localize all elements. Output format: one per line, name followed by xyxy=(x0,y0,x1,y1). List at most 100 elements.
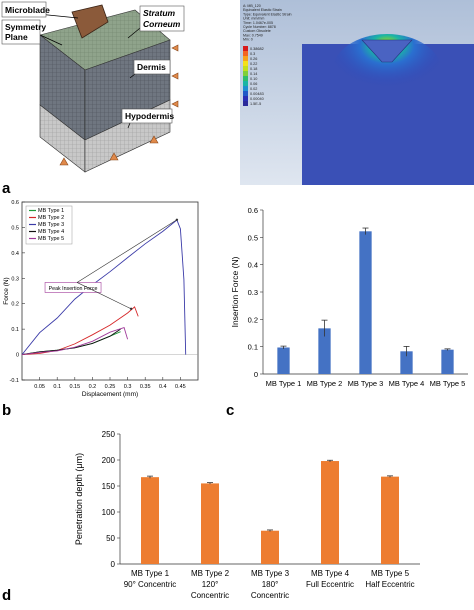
y-tick-label: 100 xyxy=(102,508,116,517)
panel-letter-a: a xyxy=(2,180,11,197)
category-label: 180° xyxy=(262,580,279,589)
x-tick-label: 0.05 xyxy=(34,384,45,390)
category-label: Full Eccentric xyxy=(306,580,354,589)
y-tick-label: 0.5 xyxy=(11,225,19,231)
y-tick-label: 150 xyxy=(102,482,116,491)
sim-legend-swatch xyxy=(243,81,248,86)
series-line xyxy=(21,306,139,356)
sim-legend-value: 0.06 xyxy=(250,82,257,86)
category-label: MB Type 5 xyxy=(371,569,410,578)
sim-legend-value: 1.5E-5 xyxy=(250,102,261,106)
category-label: Half Eccentric xyxy=(365,580,414,589)
y-tick-label: 0 xyxy=(16,353,19,359)
sim-legend-value: 0.14 xyxy=(250,72,257,76)
bar xyxy=(381,476,399,564)
annotation-arrow xyxy=(76,282,132,310)
category-label: 120° xyxy=(202,580,219,589)
sim-legend-line: Type: Equivalent Elastic Strain xyxy=(243,12,292,16)
y-tick-label: 0 xyxy=(111,560,116,569)
bar xyxy=(359,231,372,374)
bar xyxy=(201,483,219,564)
sim-legend-line: Max: 0.7549 xyxy=(243,33,263,37)
y-tick-label: 0.3 xyxy=(248,288,258,297)
skin-model-figure: Microblade Symmetry Plane Stratum Corneu… xyxy=(1,1,185,173)
bar xyxy=(318,328,331,374)
sim-legend-line: Time: 1.0467e-005 xyxy=(243,21,273,25)
y-tick-label: -0.1 xyxy=(10,378,19,384)
panel-letter-c: c xyxy=(226,402,235,419)
sim-legend-line: A: MB_120 xyxy=(243,4,261,8)
sim-legend-swatch xyxy=(243,61,248,66)
insertion-force-svg: 0 0.1 0.2 0.3 0.4 0.5 0.6 Insertion Force (N) MB… xyxy=(230,206,468,388)
y-axis-title: Penetration depth (μm) xyxy=(74,453,84,545)
category-label: MB Type 5 xyxy=(430,379,466,388)
strain-field xyxy=(332,34,442,110)
penetration-depth-svg: 0 50 100 150 200 250 Penetration depth (μm) MB … xyxy=(74,430,420,600)
simulation-panel: A: MB_120 Equivalent Elastic Strain Type: … xyxy=(240,0,474,185)
y-tick-label: 0.2 xyxy=(11,302,19,308)
y-tick-label: 50 xyxy=(106,534,115,543)
bar xyxy=(321,461,339,564)
skin-model-panel: Microblade Symmetry Plane Stratum Corneu… xyxy=(0,0,230,185)
category-label: MB Type 2 xyxy=(191,569,230,578)
annotation-arrow xyxy=(76,219,178,283)
microblade-label: Microblade xyxy=(5,5,50,15)
annotation-text: Peak Insertion Force xyxy=(49,286,98,292)
stratum-label-2: Corneum xyxy=(143,19,181,29)
series-line xyxy=(21,328,121,356)
category-label: 90° Concentric xyxy=(124,580,177,589)
sim-legend-line: Custom Obsolete xyxy=(243,29,271,33)
y-tick-label: 0 xyxy=(254,370,258,379)
insertion-force-chart: 0 0.1 0.2 0.3 0.4 0.5 0.6 Insertion Force (N) MB… xyxy=(218,196,474,411)
panel-letter-b: b xyxy=(2,402,12,419)
legend-entry: MB Type 3 xyxy=(38,222,64,228)
legend-entry: MB Type 4 xyxy=(38,229,64,235)
x-tick-label: 0.45 xyxy=(175,384,186,390)
sim-legend-value: 0.3 xyxy=(250,52,255,56)
dermis-label: Dermis xyxy=(137,62,166,72)
boundary-markers xyxy=(59,44,179,166)
sim-legend-swatch xyxy=(243,101,248,106)
sim-legend-value: 0.00483 xyxy=(250,92,264,96)
x-axis-title: Displacement (mm) xyxy=(82,391,138,398)
stratum-label-1: Stratum xyxy=(143,8,176,18)
bar xyxy=(277,347,290,374)
sim-legend-swatch xyxy=(243,51,248,56)
sim-legend-value: 0.38682 xyxy=(250,47,264,51)
sim-legend-value: 0.22 xyxy=(250,62,257,66)
sim-legend-value: 0.02 xyxy=(250,87,257,91)
y-tick-label: 0.6 xyxy=(11,200,19,206)
x-tick-label: 0.4 xyxy=(159,384,167,390)
category-label: MB Type 3 xyxy=(348,379,384,388)
y-tick-label: 0.5 xyxy=(248,233,258,242)
symmetry-plane-label-1: Symmetry xyxy=(5,22,46,32)
force-displacement-svg: -0.1 0 0.1 0.2 0.3 0.4 0.5 0.6 0.05 0.1 0.15 0.2 0.2… xyxy=(3,200,199,398)
x-tick-label: 0.2 xyxy=(89,384,97,390)
annotation-box xyxy=(44,282,102,293)
sim-legend-value: 0.00040 xyxy=(250,97,264,101)
legend-entry: MB Type 2 xyxy=(38,215,64,221)
sim-legend-line: Cycle Number: 8878 xyxy=(243,25,276,29)
category-label: MB Type 3 xyxy=(251,569,290,578)
y-tick-label: 0.1 xyxy=(248,343,258,352)
sim-legend-swatch xyxy=(243,86,248,91)
sim-legend-swatch xyxy=(243,91,248,96)
panel-letter-d: d xyxy=(2,587,12,604)
y-tick-label: 0.2 xyxy=(248,315,258,324)
series-line xyxy=(21,331,121,356)
y-tick-label: 0.4 xyxy=(248,261,258,270)
y-axis-title: Force (N) xyxy=(3,277,10,304)
indenter xyxy=(361,39,413,63)
bar xyxy=(141,477,159,564)
y-axis-title: Insertion Force (N) xyxy=(230,256,240,327)
x-tick-label: 0.35 xyxy=(140,384,151,390)
sim-legend-swatch xyxy=(243,56,248,61)
x-tick-label: 0.1 xyxy=(53,384,61,390)
sim-legend-value: 0.26 xyxy=(250,57,257,61)
sim-legend-value: 0.10 xyxy=(250,77,257,81)
category-label: Concentric xyxy=(251,591,289,600)
sim-legend-line: Unit: mm/mm xyxy=(243,17,264,21)
y-tick-label: 250 xyxy=(102,430,116,439)
sim-legend-swatch xyxy=(243,46,248,51)
